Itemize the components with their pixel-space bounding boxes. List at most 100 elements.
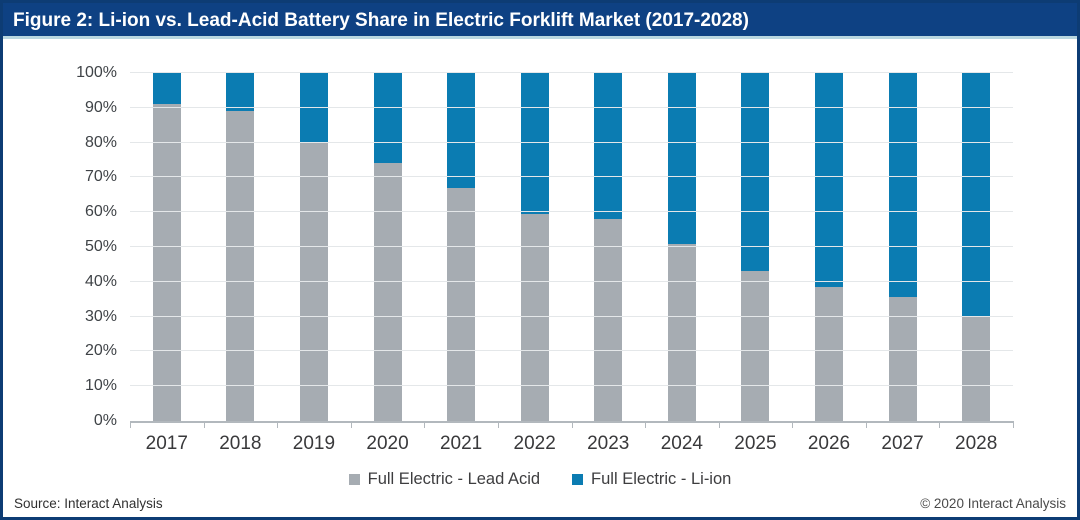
- bar-segment-li-ion: [447, 73, 476, 188]
- x-axis-label: 2025: [734, 433, 777, 454]
- bar-group-2024: [645, 73, 719, 421]
- bar-segment-lead-acid: [667, 243, 696, 421]
- gridline: [130, 176, 1013, 178]
- stacked-bar-2022: [520, 73, 549, 421]
- bar-segment-li-ion: [520, 73, 549, 214]
- x-axis-label: 2026: [807, 433, 851, 454]
- bar-segment-li-ion: [962, 73, 991, 317]
- plot-area: 2017 2018 2019 2020 2021 2022 2023 2024 2025 2026…: [76, 64, 1014, 454]
- bar-segment-lead-acid: [741, 271, 770, 421]
- x-axis-label: 2017: [145, 433, 188, 454]
- x-axis-label: 2022: [513, 433, 556, 454]
- x-axis-tick: [865, 421, 867, 428]
- x-axis-label: 2024: [660, 433, 703, 454]
- bar-segment-lead-acid: [520, 213, 549, 421]
- stacked-bar-2017: [152, 73, 181, 421]
- bar-group-2022: [498, 73, 572, 421]
- x-axis-label: 2018: [219, 433, 262, 454]
- x-axis-label: 2023: [587, 433, 630, 454]
- bar-segment-lead-acid: [888, 297, 917, 421]
- stacked-bar-2027: [888, 73, 917, 421]
- stacked-bar-2024: [667, 73, 696, 421]
- gridline: [130, 246, 1013, 247]
- x-axis-tick: [1013, 421, 1014, 428]
- x-axis-tick: [497, 421, 499, 428]
- legend-label-li-ion: Full Electric - Li-ion: [591, 470, 732, 488]
- source-note: Source: Interact Analysis: [14, 496, 163, 511]
- figure-title: Figure 2: Li-ion vs. Lead-Acid Battery S…: [3, 3, 1077, 39]
- y-axis-tick-label: 70%: [84, 168, 117, 186]
- x-axis-label: 2020: [366, 433, 409, 454]
- legend: Full Electric - Lead Acid Full Electric …: [3, 470, 1077, 489]
- stacked-bar-2018: [226, 73, 255, 421]
- x-axis-tick: [792, 421, 794, 428]
- bar-segment-lead-acid: [152, 104, 181, 421]
- y-axis-tick-label: 60%: [84, 203, 117, 221]
- bar-group-2028: [939, 73, 1013, 421]
- stacked-bar-2026: [814, 73, 843, 421]
- y-axis-tick-label: 90%: [84, 98, 117, 116]
- x-axis-label: 2027: [881, 433, 924, 454]
- bar-group-2018: [204, 73, 278, 421]
- bar-segment-lead-acid: [226, 111, 255, 421]
- y-axis-tick-label: 100%: [76, 64, 117, 81]
- stacked-bar-2025: [741, 73, 770, 421]
- bar-group-2027: [866, 73, 940, 421]
- x-axis-tick: [203, 421, 205, 428]
- x-axis-tick: [350, 421, 352, 428]
- gridline: [130, 141, 1013, 143]
- y-axis-tick-label: 40%: [84, 272, 117, 290]
- stacked-bar-2019: [299, 73, 328, 421]
- bar-segment-li-ion: [667, 73, 696, 244]
- bar-segment-li-ion: [741, 73, 770, 272]
- y-axis-tick-label: 50%: [84, 238, 117, 255]
- legend-item-li-ion: Full Electric - Li-ion: [572, 470, 731, 489]
- gridline: [130, 350, 1013, 352]
- y-axis-tick-label: 80%: [84, 133, 117, 151]
- bar-segment-li-ion: [814, 73, 843, 288]
- stacked-bar-2020: [373, 73, 402, 421]
- x-axis-tick: [130, 421, 131, 428]
- x-axis-tick: [424, 421, 426, 428]
- bar-segment-li-ion: [888, 73, 917, 298]
- bar-group-2021: [424, 73, 498, 421]
- stacked-bar-2028: [962, 73, 991, 421]
- legend-item-lead-acid: Full Electric - Lead Acid: [348, 470, 541, 489]
- y-axis-tick-label: 20%: [84, 342, 117, 360]
- y-axis-tick-label: 0%: [93, 412, 117, 429]
- bar-segment-lead-acid: [814, 287, 843, 421]
- bar-segment-lead-acid: [962, 316, 991, 421]
- stacked-bar-2023: [594, 73, 623, 421]
- stacked-bar-2021: [447, 73, 476, 421]
- bars-layer: [130, 73, 1013, 421]
- x-axis-tick: [718, 421, 720, 428]
- gridline: [130, 72, 1013, 73]
- x-axis-label: 2019: [292, 433, 336, 454]
- legend-marker-li-ion-icon: [572, 474, 584, 485]
- legend-marker-lead-acid-icon: [348, 474, 360, 485]
- x-axis-tick: [571, 421, 573, 428]
- bar-segment-li-ion: [226, 73, 255, 112]
- x-axis-labels: 2017 2018 2019 2020 2021 2022 2023 2024 2025 2026…: [130, 433, 1013, 455]
- gridline: [130, 280, 1013, 282]
- bar-segment-lead-acid: [447, 187, 476, 421]
- y-axis-tick-label: 30%: [84, 307, 117, 325]
- bar-segment-lead-acid: [594, 219, 623, 421]
- bar-group-2017: [130, 73, 204, 421]
- x-axis-label: 2021: [439, 433, 483, 454]
- bar-group-2026: [792, 73, 866, 421]
- bar-segment-li-ion: [594, 73, 623, 220]
- bar-group-2023: [571, 73, 645, 421]
- gridline: [130, 211, 1013, 213]
- bar-segment-li-ion: [152, 73, 181, 105]
- bar-group-2020: [351, 73, 425, 421]
- gridline: [130, 315, 1013, 317]
- x-axis-tick: [277, 421, 279, 428]
- bar-group-2019: [277, 73, 351, 421]
- legend-label-lead-acid: Full Electric - Lead Acid: [367, 470, 541, 488]
- bar-segment-lead-acid: [373, 163, 402, 421]
- x-axis-tick: [939, 421, 941, 428]
- bar-segment-li-ion: [373, 73, 402, 164]
- x-axis-tick: [645, 421, 647, 428]
